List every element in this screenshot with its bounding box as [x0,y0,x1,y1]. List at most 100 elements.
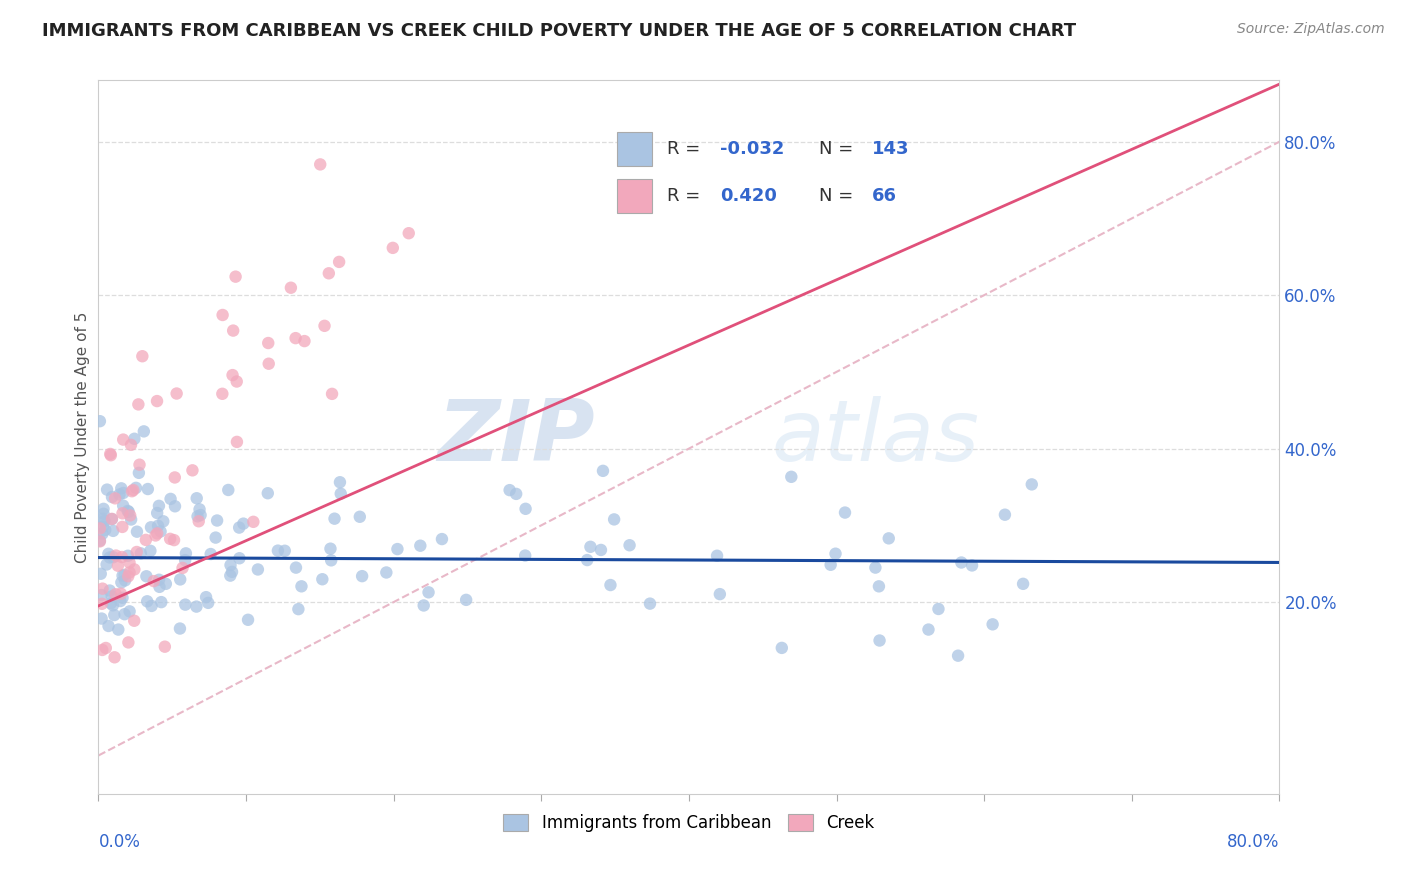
Point [329,475,352,490]
Point [117,569,139,583]
Point [329,486,352,500]
Point [603,512,626,526]
Point [430,532,453,546]
Point [163,533,186,548]
Point [110,587,132,601]
Point [110,575,132,590]
Point [120,508,142,523]
Point [117,504,139,518]
Point [204,531,226,545]
Point [824,547,846,561]
Point [211,386,233,401]
Point [865,560,887,574]
Point [101,524,124,538]
Point [246,562,269,576]
Point [94,640,117,655]
Point [93,501,115,516]
Point [139,544,162,558]
Point [89,533,111,548]
Point [398,226,420,240]
Point [187,509,209,524]
Point [104,549,127,563]
Point [139,520,162,534]
Point [131,349,153,363]
Point [200,547,222,561]
Point [232,516,254,531]
Point [103,550,125,565]
Point [98,583,121,598]
Point [98,550,121,565]
Point [155,577,177,591]
Point [94,523,117,537]
Point [93,514,115,528]
Point [294,334,316,348]
Point [226,434,249,449]
Point [101,512,124,526]
Point [869,633,891,648]
Point [950,556,973,570]
Point [112,486,135,500]
Point [163,500,186,514]
Point [125,545,148,559]
Point [129,546,152,560]
Point [868,579,890,593]
Point [284,331,307,345]
Point [141,599,163,613]
Point [135,533,157,547]
Point [981,617,1004,632]
Point [205,514,228,528]
Point [117,549,139,563]
Point [118,566,141,580]
Point [111,506,134,520]
Point [579,540,602,554]
Point [187,514,209,528]
Point [91,526,114,541]
Point [93,507,115,521]
Point [709,587,731,601]
Point [142,574,165,588]
Point [146,506,169,520]
Point [101,512,124,526]
Point [89,414,111,428]
Point [211,308,233,322]
Y-axis label: Child Poverty Under the Age of 5: Child Poverty Under the Age of 5 [75,311,90,563]
Point [121,484,143,499]
Point [96,483,118,497]
Text: IMMIGRANTS FROM CARIBBEAN VS CREEK CHILD POVERTY UNDER THE AGE OF 5 CORRELATION : IMMIGRANTS FROM CARIBBEAN VS CREEK CHILD… [42,22,1077,40]
Point [498,483,520,497]
Point [375,566,398,580]
Point [309,157,332,171]
Point [122,614,145,628]
Point [136,482,159,496]
Point [100,448,122,462]
Point [146,394,169,409]
Point [104,491,127,506]
Point [592,464,614,478]
Point [188,502,211,516]
Point [89,534,111,549]
Point [108,487,131,501]
Point [103,608,125,623]
Point [118,604,141,618]
Point [101,599,124,613]
Point [91,597,114,611]
Point [280,281,302,295]
Point [197,596,219,610]
Point [150,595,173,609]
Point [505,487,527,501]
Point [125,524,148,539]
Point [323,511,346,525]
Point [181,463,204,477]
Point [242,515,264,529]
Point [352,569,374,583]
Point [145,528,167,542]
Point [90,566,112,581]
Point [287,602,309,616]
Point [225,269,247,284]
Point [927,602,949,616]
Point [638,597,661,611]
Point [387,542,409,557]
Point [110,594,132,608]
Point [104,587,127,601]
Point [122,483,145,497]
